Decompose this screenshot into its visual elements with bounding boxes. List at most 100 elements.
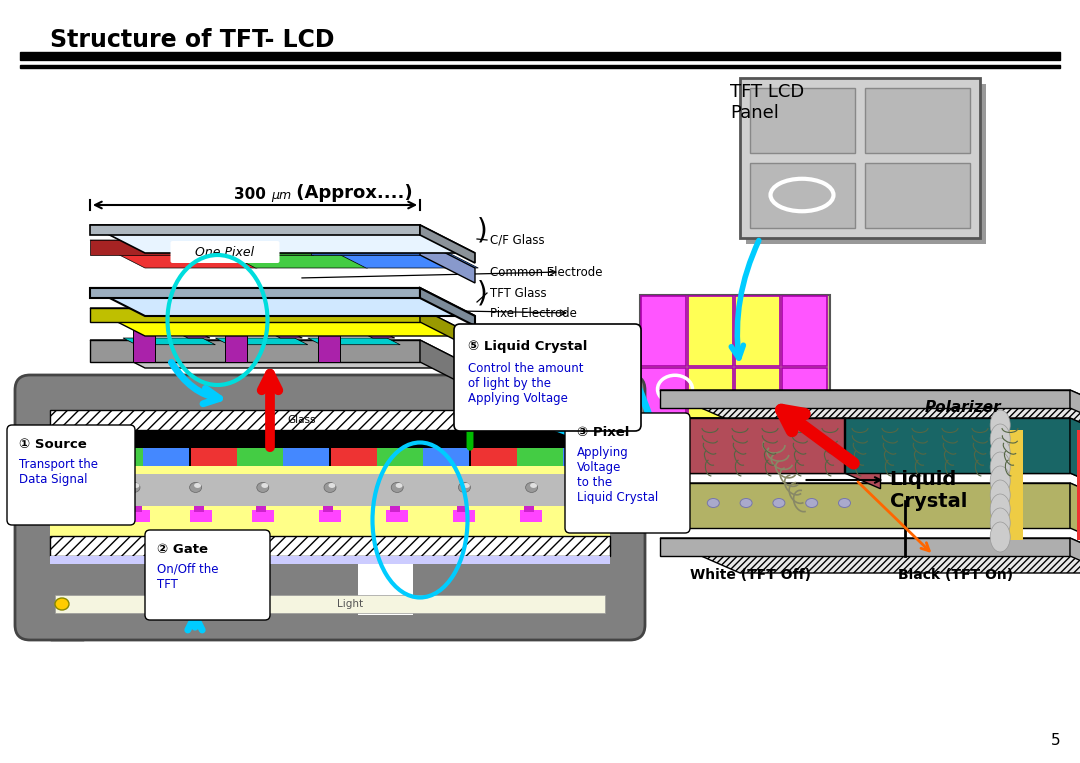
Ellipse shape <box>55 598 69 610</box>
Ellipse shape <box>82 483 90 488</box>
Text: Glass: Glass <box>204 541 232 551</box>
Polygon shape <box>660 418 1080 453</box>
Polygon shape <box>420 225 475 263</box>
Polygon shape <box>1070 418 1080 492</box>
Bar <box>516 448 564 466</box>
Polygon shape <box>1070 483 1080 563</box>
Polygon shape <box>90 340 475 368</box>
FancyBboxPatch shape <box>15 375 645 640</box>
Polygon shape <box>660 418 845 473</box>
Polygon shape <box>201 240 313 255</box>
Bar <box>330 448 377 466</box>
Bar <box>386 510 408 522</box>
Polygon shape <box>845 418 1080 437</box>
Ellipse shape <box>740 498 752 507</box>
Bar <box>735 368 780 438</box>
Bar <box>252 510 273 522</box>
Bar <box>21 65 1059 68</box>
Bar <box>688 368 733 438</box>
Text: Control the amount
of light by the
Applying Voltage: Control the amount of light by the Apply… <box>468 362 583 405</box>
Bar <box>21 52 1059 60</box>
Bar <box>740 78 980 238</box>
Ellipse shape <box>990 522 1010 552</box>
Bar <box>390 506 400 512</box>
Ellipse shape <box>990 438 1010 468</box>
Polygon shape <box>90 240 257 268</box>
Bar <box>190 510 212 522</box>
Bar <box>865 163 970 228</box>
Ellipse shape <box>129 482 140 492</box>
Polygon shape <box>226 310 302 338</box>
Bar <box>50 556 610 564</box>
Bar <box>1003 430 1023 540</box>
Bar <box>782 296 827 366</box>
Ellipse shape <box>526 482 538 492</box>
Polygon shape <box>660 538 1080 573</box>
Bar <box>97 448 144 466</box>
Ellipse shape <box>458 482 471 492</box>
Bar <box>564 448 610 466</box>
Bar <box>423 448 470 466</box>
Ellipse shape <box>990 452 1010 482</box>
Text: 5: 5 <box>1051 733 1059 748</box>
Bar <box>642 296 686 366</box>
Text: ⑤ Liquid Crystal: ⑤ Liquid Crystal <box>468 340 588 353</box>
Polygon shape <box>311 240 423 255</box>
Bar <box>735 296 780 366</box>
Text: TFT LCD
Panel: TFT LCD Panel <box>730 83 805 122</box>
Ellipse shape <box>530 483 537 488</box>
Ellipse shape <box>328 483 336 488</box>
Text: One Pixel: One Pixel <box>194 246 254 259</box>
Polygon shape <box>660 418 880 433</box>
Polygon shape <box>660 483 1070 528</box>
Text: On/Off the
TFT: On/Off the TFT <box>157 563 218 591</box>
Polygon shape <box>90 308 420 322</box>
FancyBboxPatch shape <box>565 413 690 533</box>
Polygon shape <box>90 288 420 298</box>
Ellipse shape <box>675 498 687 507</box>
Ellipse shape <box>395 483 403 488</box>
Polygon shape <box>318 310 394 338</box>
Ellipse shape <box>261 483 268 488</box>
Bar <box>55 595 605 613</box>
Bar <box>865 88 970 153</box>
Text: Liquid
Crystal: Liquid Crystal <box>890 470 967 511</box>
Text: Structure of TFT- LCD: Structure of TFT- LCD <box>50 28 335 52</box>
Polygon shape <box>90 288 475 316</box>
Text: ② Gate: ② Gate <box>157 543 208 556</box>
Text: μm: μm <box>271 189 292 202</box>
Ellipse shape <box>990 508 1010 538</box>
Bar <box>642 368 686 438</box>
Text: White (TFT Off): White (TFT Off) <box>690 568 811 582</box>
Polygon shape <box>1070 390 1080 443</box>
Bar <box>77 506 86 512</box>
Bar <box>470 448 516 466</box>
Polygon shape <box>660 390 1070 408</box>
Polygon shape <box>90 225 475 253</box>
Ellipse shape <box>707 498 719 507</box>
FancyBboxPatch shape <box>6 425 135 525</box>
Bar <box>133 506 143 512</box>
Polygon shape <box>133 310 154 362</box>
Bar <box>50 466 610 474</box>
Bar <box>525 506 535 512</box>
Bar <box>782 368 827 438</box>
Bar <box>688 296 733 366</box>
Text: ③ Pixel: ③ Pixel <box>577 426 630 439</box>
Polygon shape <box>1070 538 1080 591</box>
Text: Common Electrode: Common Electrode <box>490 266 603 278</box>
Text: 300: 300 <box>234 187 271 202</box>
Bar <box>21 62 1059 65</box>
Ellipse shape <box>78 482 90 492</box>
Polygon shape <box>90 340 420 362</box>
Ellipse shape <box>257 482 269 492</box>
Ellipse shape <box>463 483 470 488</box>
Bar <box>190 448 237 466</box>
Ellipse shape <box>773 498 785 507</box>
Bar <box>377 448 423 466</box>
Bar <box>750 88 855 153</box>
FancyBboxPatch shape <box>145 530 270 620</box>
Ellipse shape <box>990 480 1010 510</box>
Ellipse shape <box>990 466 1010 496</box>
Text: Applying
Voltage
to the
Liquid Crystal: Applying Voltage to the Liquid Crystal <box>577 446 658 504</box>
